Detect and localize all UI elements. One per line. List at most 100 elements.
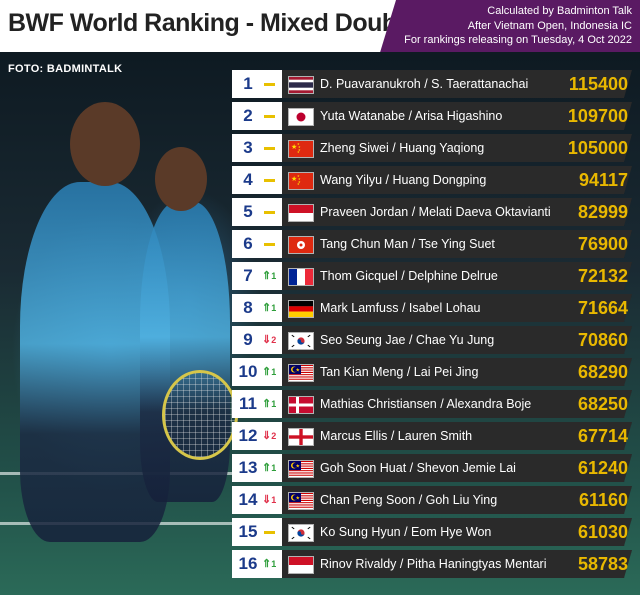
pair-names: Marcus Ellis / Lauren Smith <box>320 429 473 443</box>
no-change-icon <box>264 146 275 150</box>
pair-names: Wang Yilyu / Huang Dongping <box>320 173 487 187</box>
pair-names: Rinov Rivaldy / Pitha Haningtyas Mentari <box>320 557 547 571</box>
ranking-points: 68290 <box>577 362 628 382</box>
movement-count: 1 <box>271 463 277 473</box>
rank-movement: ⇑1 <box>262 550 282 578</box>
thailand-flag <box>288 76 314 94</box>
ranking-row: 13 ⇑1 ★ Goh Soon Huat / Shevon Jemie Lai 612… <box>232 454 640 482</box>
ranking-points: 61240 <box>577 458 628 478</box>
rank-movement: ⇑1 <box>262 294 282 322</box>
ranking-row: 11 ⇑1 Mathias Christiansen / Alexandra Boj… <box>232 390 640 418</box>
svg-text:★: ★ <box>297 182 300 186</box>
player-head <box>70 102 140 186</box>
ranking-row: 10 ⇑1 ★ Tan Kian Meng / Lai Pei Jing 68290 <box>232 358 640 386</box>
rank-box <box>232 390 282 418</box>
svg-text:★: ★ <box>297 174 300 178</box>
rank-box <box>232 326 282 354</box>
rank-movement: ⇓1 <box>262 486 282 514</box>
rank-movement: ⇑1 <box>262 454 282 482</box>
no-change-icon <box>264 114 275 118</box>
arrow-down-icon: ⇓ <box>262 430 272 442</box>
no-change-icon <box>264 178 275 182</box>
pair-names: Praveen Jordan / Melati Daeva Oktavianti <box>320 205 551 219</box>
arrow-up-icon: ⇑ <box>262 558 272 570</box>
ranking-row: 1 D. Puavaranukroh / S. Taerattanachai 115… <box>232 70 640 98</box>
indonesia-flag <box>288 556 314 574</box>
rank-number: 4 <box>243 170 253 189</box>
info-line: Calculated by Badminton Talk <box>487 5 632 17</box>
ranking-row: 7 ⇑1 Thom Gicquel / Delphine Delrue 72132 <box>232 262 640 290</box>
pair-names: Seo Seung Jae / Chae Yu Jung <box>320 333 495 347</box>
rank-number: 7 <box>243 266 253 285</box>
arrow-up-icon: ⇑ <box>262 366 272 378</box>
rank-number: 12 <box>238 426 258 445</box>
ranking-points: 71664 <box>577 298 628 318</box>
japan-flag <box>288 108 314 126</box>
header-info: Calculated by Badminton Talk After Vietn… <box>404 4 632 48</box>
info-line: After Vietnam Open, Indonesia IC <box>467 19 632 32</box>
page-title: BWF World Ranking - Mixed Doubles <box>8 9 430 37</box>
france-flag <box>288 268 314 286</box>
pair-names: Goh Soon Huat / Shevon Jemie Lai <box>320 461 516 475</box>
ranking-points: 70860 <box>577 330 628 350</box>
china-flag: ★ ★ ★ ★ ★ <box>288 172 314 190</box>
rank-number: 13 <box>238 458 258 477</box>
svg-text:★: ★ <box>291 143 297 151</box>
no-change-icon <box>264 82 275 86</box>
rank-number: 11 <box>239 394 257 413</box>
pair-names: Tan Kian Meng / Lai Pei Jing <box>320 365 479 379</box>
ranking-points: 61030 <box>577 522 628 542</box>
arrow-down-icon: ⇓ <box>262 494 272 506</box>
svg-text:★: ★ <box>296 496 301 502</box>
svg-text:★: ★ <box>297 150 300 154</box>
arrow-up-icon: ⇑ <box>262 270 272 282</box>
movement-count: 2 <box>271 335 277 345</box>
south-korea-flag <box>288 332 314 350</box>
no-change-icon <box>264 242 275 246</box>
rank-number: 2 <box>243 106 253 125</box>
pair-names: Zheng Siwei / Huang Yaqiong <box>320 141 485 155</box>
rank-movement: ⇑1 <box>262 390 282 418</box>
ranking-row: 14 ⇓1 ★ Chan Peng Soon / Goh Liu Ying 61160 <box>232 486 640 514</box>
svg-text:★: ★ <box>296 368 301 374</box>
ranking-points: 61160 <box>578 490 628 510</box>
pair-names: Chan Peng Soon / Goh Liu Ying <box>320 493 498 507</box>
ranking-row: 3 ★ ★ ★ ★ ★ Zheng Siwei / Huang Yaqiong 105000 <box>232 134 640 162</box>
player-head <box>155 147 207 211</box>
rank-number: 8 <box>243 298 253 317</box>
pair-names: Ko Sung Hyun / Eom Hye Won <box>320 525 492 539</box>
pair-names: D. Puavaranukroh / S. Taerattanachai <box>320 77 529 91</box>
ranking-points: 68250 <box>577 394 628 414</box>
arrow-down-icon: ⇓ <box>262 334 272 346</box>
arrow-up-icon: ⇑ <box>262 462 272 474</box>
info-line: For rankings releasing on Tuesday, 4 Oct… <box>404 34 632 46</box>
svg-text:★: ★ <box>298 145 301 149</box>
england-flag <box>288 428 314 446</box>
svg-text:★: ★ <box>298 180 301 184</box>
rank-movement <box>262 166 282 194</box>
germany-flag <box>288 300 314 318</box>
ranking-row: 6 Tang Chun Man / Tse Ying Suet 76900 <box>232 230 640 258</box>
rank-box <box>232 358 282 386</box>
rank-movement <box>262 134 282 162</box>
south-korea-flag <box>288 524 314 542</box>
ranking-points: 72132 <box>577 266 628 286</box>
ranking-points: 94117 <box>578 170 628 190</box>
svg-text:★: ★ <box>296 464 301 470</box>
ranking-row: 16 ⇑1 Rinov Rivaldy / Pitha Haningtyas Men… <box>232 550 640 578</box>
arrow-up-icon: ⇑ <box>262 302 272 314</box>
hong-kong-flag <box>288 236 314 254</box>
denmark-flag <box>288 396 314 414</box>
pair-names: Mathias Christiansen / Alexandra Boje <box>320 397 532 411</box>
indonesia-flag <box>288 204 314 222</box>
svg-text:★: ★ <box>291 175 297 183</box>
svg-text:★: ★ <box>298 148 301 152</box>
rank-number: 1 <box>243 74 253 93</box>
malaysia-flag: ★ <box>288 492 314 510</box>
rank-number: 6 <box>243 234 253 253</box>
pair-names: Tang Chun Man / Tse Ying Suet <box>320 237 495 251</box>
ranking-list: 1 D. Puavaranukroh / S. Taerattanachai 115… <box>232 70 640 582</box>
ranking-row: 12 ⇓2 Marcus Ellis / Lauren Smith 67714 <box>232 422 640 450</box>
rank-box <box>232 422 282 450</box>
ranking-row: 8 ⇑1 Mark Lamfuss / Isabel Lohau 71664 <box>232 294 640 322</box>
